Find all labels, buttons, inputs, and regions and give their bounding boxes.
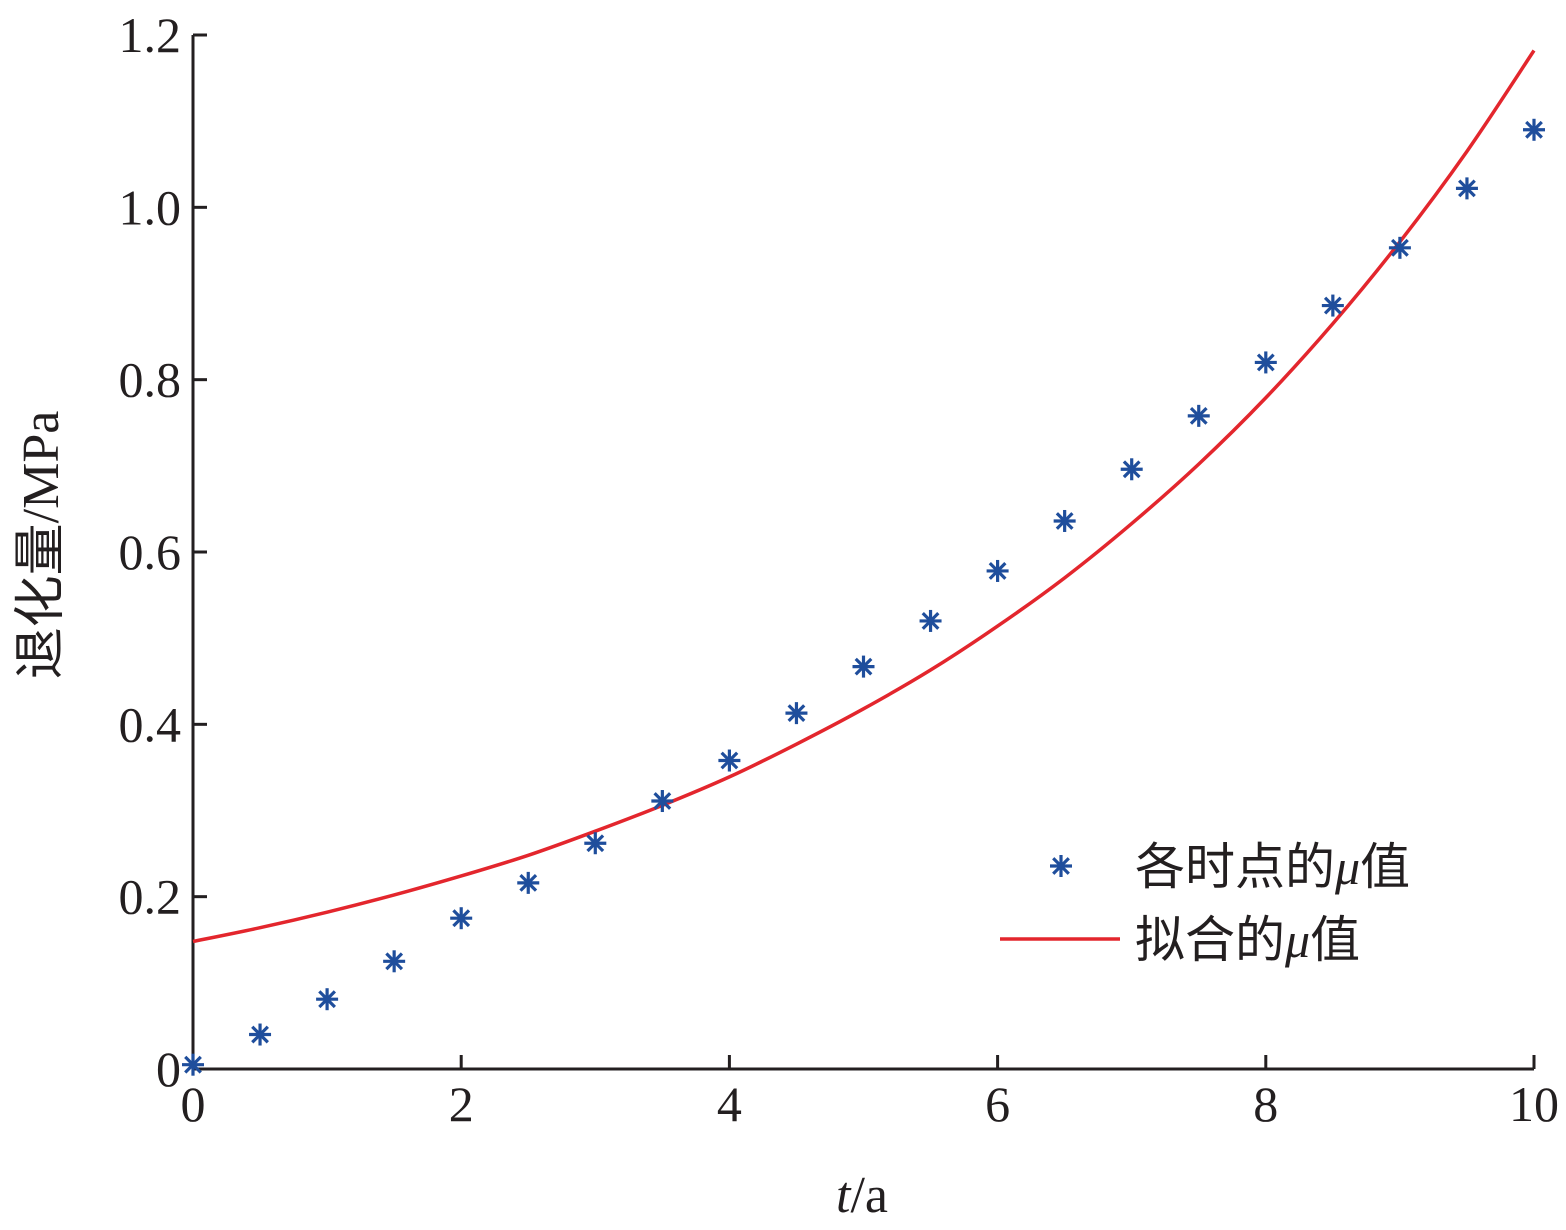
- x-tick-label: 8: [1253, 1076, 1278, 1132]
- y-tick-label: 0.2: [119, 869, 182, 925]
- data-point: [383, 950, 406, 973]
- legend-label-points: 各时点的μ值: [1135, 838, 1410, 896]
- x-axis-title: t/a: [836, 1167, 888, 1224]
- y-axis-title: 退化量/MPa: [13, 411, 70, 680]
- x-axis-title-unit: /a: [850, 1167, 888, 1224]
- data-point: [1187, 404, 1210, 427]
- data-point: [450, 907, 473, 930]
- data-point: [1321, 294, 1344, 317]
- legend-label-fit-var: μ: [1284, 912, 1310, 968]
- legend-label-points-prefix: 各时点的: [1135, 838, 1335, 896]
- data-point: [1523, 118, 1545, 141]
- legend-asterisk-icon: [1050, 855, 1072, 877]
- data-point: [1455, 177, 1478, 200]
- y-tick-label: 0.4: [119, 696, 182, 752]
- y-tick-labels: 0 0.2 0.4 0.6 0.8 1.0 1.2: [119, 7, 182, 1097]
- axes: [191, 33, 1536, 1071]
- legend: 各时点的μ值 拟合的μ值: [1000, 838, 1410, 969]
- x-tick-label: 6: [985, 1076, 1010, 1132]
- x-tick-label: 2: [449, 1076, 474, 1132]
- x-tick-label: 10: [1509, 1076, 1559, 1132]
- x-tick-label: 4: [717, 1076, 742, 1132]
- data-point: [651, 790, 674, 813]
- data-point: [182, 1053, 204, 1076]
- fit-curve: [192, 49, 1536, 944]
- legend-label-points-suffix: 值: [1360, 838, 1410, 896]
- data-point: [785, 702, 808, 725]
- data-point: [517, 871, 540, 894]
- data-point: [986, 559, 1009, 582]
- x-tick-labels: 0 2 4 6 8 10: [181, 1076, 1560, 1132]
- point-series: [182, 118, 1545, 1076]
- legend-label-points-var: μ: [1334, 839, 1360, 895]
- legend-label-fit: 拟合的μ值: [1135, 911, 1360, 969]
- legend-marker-points: [1050, 855, 1072, 877]
- data-point: [584, 832, 607, 855]
- legend-label-fit-suffix: 值: [1310, 911, 1360, 969]
- data-point: [316, 988, 339, 1011]
- y-tick-label: 0.8: [119, 352, 182, 408]
- y-tick-label: 1.2: [119, 7, 182, 63]
- y-tick-label: 0: [156, 1041, 181, 1097]
- x-axis-title-var: t: [836, 1167, 852, 1224]
- legend-label-fit-prefix: 拟合的: [1135, 911, 1285, 969]
- data-point: [1120, 458, 1143, 481]
- y-tick-label: 0.6: [119, 524, 182, 580]
- fit-series: [192, 49, 1536, 944]
- data-point: [718, 749, 741, 772]
- data-point: [852, 655, 875, 678]
- data-point: [1388, 236, 1411, 259]
- x-tick-label: 0: [181, 1076, 206, 1132]
- y-tick-label: 1.0: [119, 179, 182, 235]
- data-point: [249, 1023, 272, 1046]
- data-point: [1254, 351, 1277, 374]
- data-point: [1053, 509, 1076, 532]
- data-point: [919, 609, 942, 632]
